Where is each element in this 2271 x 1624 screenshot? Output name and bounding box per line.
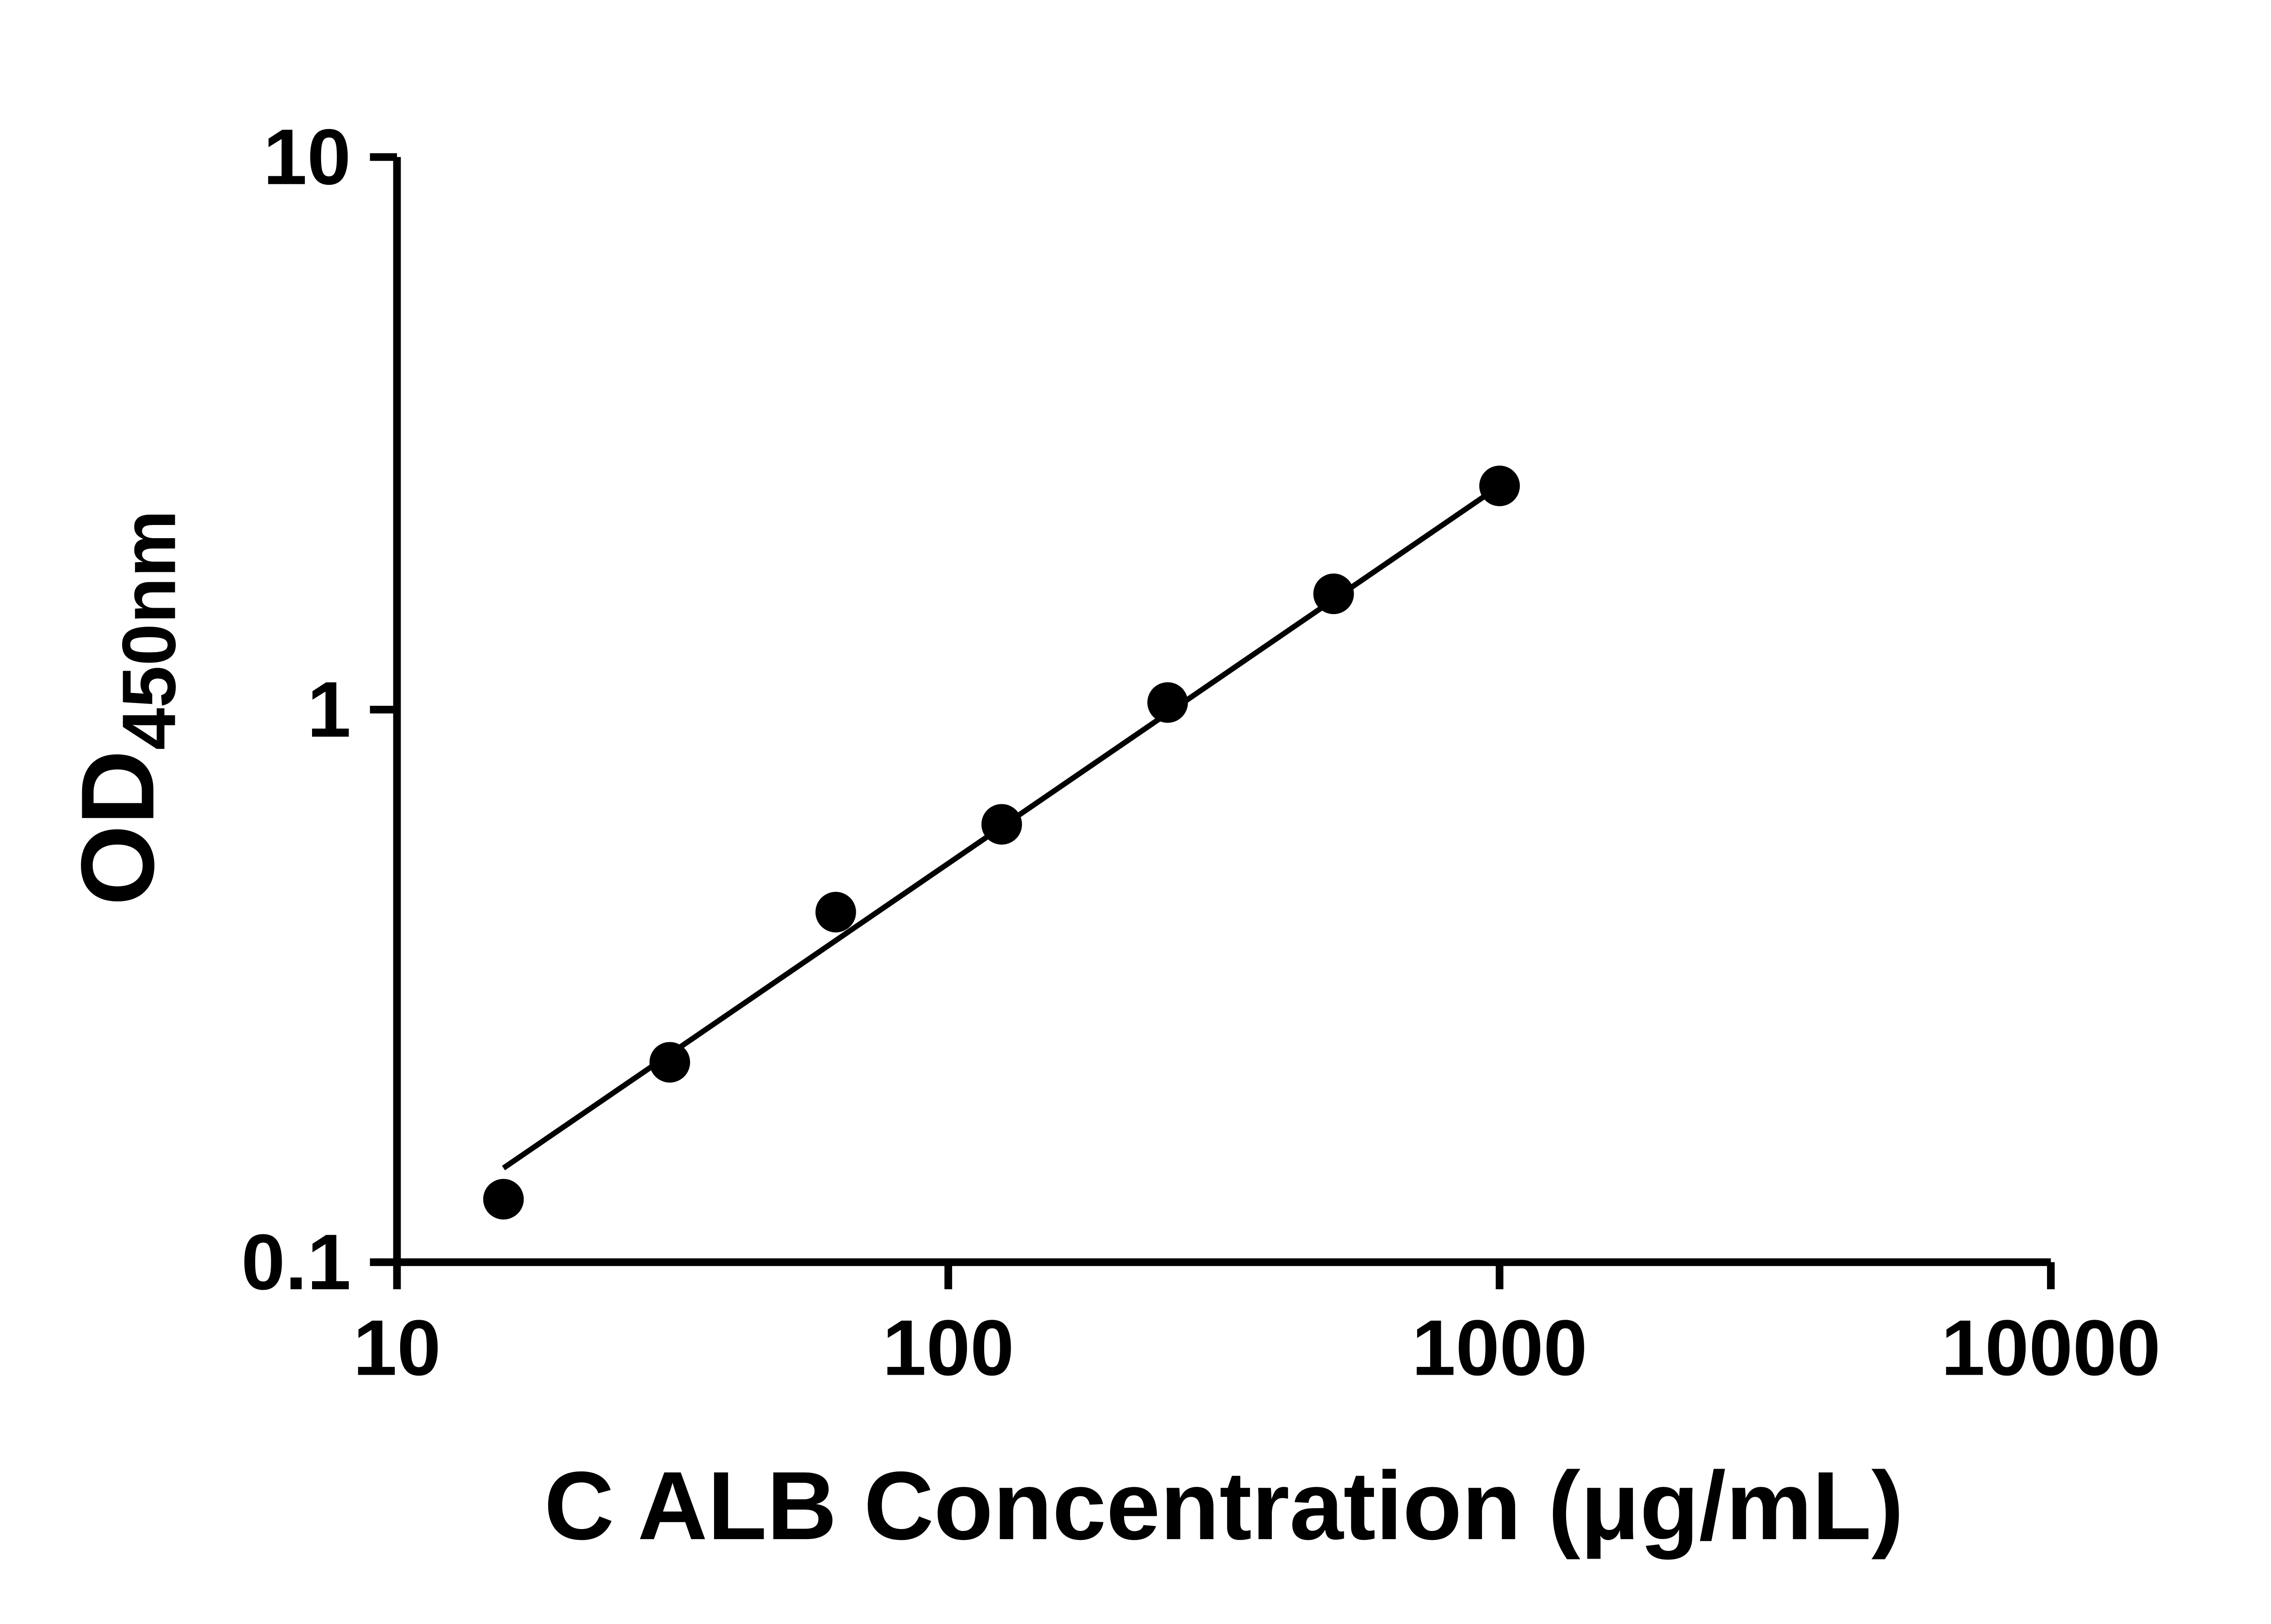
data-point <box>649 1042 690 1083</box>
y-tick-label: 0.1 <box>241 1218 351 1306</box>
plot-area: 10 100 1000 10000 0.1 1 10 <box>241 113 2161 1391</box>
y-axis-title-subscript: 450nm <box>107 510 191 750</box>
x-tick-label: 10000 <box>1941 1304 2161 1392</box>
data-point <box>1479 465 1520 506</box>
y-axis-title-main: OD <box>60 750 176 906</box>
data-point <box>1147 682 1188 723</box>
y-tick-label: 10 <box>263 113 351 201</box>
data-point <box>981 804 1022 845</box>
y-tick-label: 1 <box>307 665 351 753</box>
x-tick-label: 1000 <box>1412 1304 1587 1392</box>
x-tick-label: 10 <box>353 1304 441 1392</box>
data-point <box>1313 573 1354 614</box>
y-axis-title: OD450nm <box>60 510 192 906</box>
data-point <box>483 1178 524 1220</box>
x-tick-label: 100 <box>883 1304 1014 1392</box>
data-point <box>815 891 856 933</box>
x-axis-title: C ALB Concentration (μg/mL) <box>544 1452 1904 1560</box>
